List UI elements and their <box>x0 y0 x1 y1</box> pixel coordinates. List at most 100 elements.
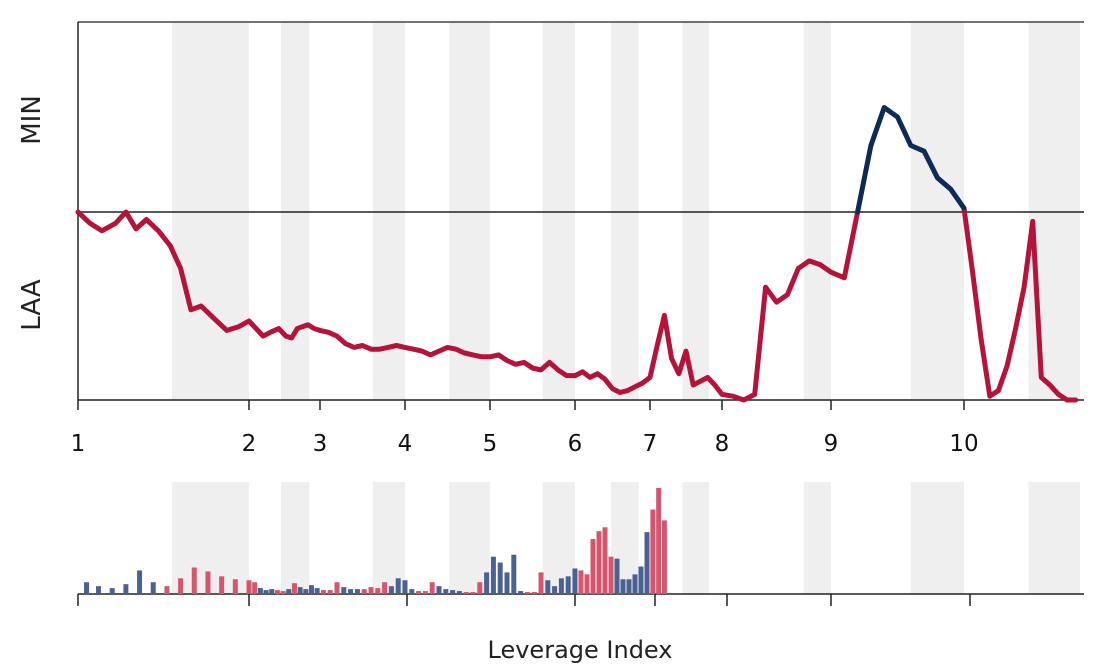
bar <box>286 589 292 594</box>
bar <box>463 592 469 594</box>
x-tick-label: 3 <box>313 431 328 457</box>
bar <box>470 592 476 594</box>
bar <box>429 582 435 594</box>
bar <box>578 570 584 594</box>
shaded-band-bottom <box>682 482 710 594</box>
shaded-band-bottom <box>910 482 964 594</box>
bar <box>545 580 551 594</box>
bar <box>504 572 510 594</box>
bar <box>443 589 449 594</box>
bar <box>638 566 644 594</box>
bar <box>96 586 102 594</box>
bar <box>584 574 590 594</box>
bar <box>291 583 297 594</box>
shaded-band-top <box>682 22 710 400</box>
axes: 1 2 3 4 5 6 7 8 9 10 <box>71 21 1084 606</box>
shaded-bands-top <box>172 22 1080 400</box>
x-tick-label: 4 <box>398 431 413 457</box>
bar <box>334 582 340 594</box>
line-segment-below <box>75 209 861 403</box>
bar <box>596 531 602 594</box>
shaded-band-bottom <box>372 482 405 594</box>
shaded-band-top <box>449 22 490 400</box>
bar <box>644 532 650 594</box>
shaded-band-top <box>542 22 575 400</box>
shaded-band-bottom <box>1028 482 1080 594</box>
bar <box>150 582 156 594</box>
bar <box>164 586 170 594</box>
bar <box>274 590 280 594</box>
bar <box>320 590 326 594</box>
bar <box>524 592 530 594</box>
bar <box>308 585 314 594</box>
shaded-band-top <box>910 22 964 400</box>
bar <box>650 509 656 594</box>
bar <box>314 588 320 594</box>
labels: MIN LAA Leverage Index <box>17 95 672 664</box>
bar <box>123 584 129 594</box>
x-tick-label: 10 <box>949 431 978 457</box>
bar <box>422 591 428 594</box>
x-axis-label: Leverage Index <box>488 636 673 664</box>
bar <box>450 590 456 594</box>
bar <box>409 589 415 594</box>
bar <box>602 527 608 594</box>
shaded-band-top <box>803 22 831 400</box>
bar <box>348 589 354 594</box>
bar <box>402 580 408 594</box>
bar <box>565 576 571 594</box>
bar <box>219 576 225 594</box>
bar <box>531 592 537 594</box>
bar <box>252 582 258 594</box>
bar <box>178 578 184 594</box>
bar <box>456 591 462 594</box>
x-tick-label: 9 <box>824 431 839 457</box>
x-tick-label: 6 <box>568 431 583 457</box>
bar <box>518 591 524 594</box>
bar <box>395 578 401 594</box>
bar <box>484 572 490 594</box>
bar <box>246 580 252 594</box>
shaded-band-top <box>611 22 639 400</box>
bar <box>620 579 626 594</box>
bar <box>416 591 422 594</box>
bar <box>388 586 394 594</box>
shaded-band-bottom <box>803 482 831 594</box>
bar <box>511 554 517 594</box>
shaded-bands-bottom <box>172 482 1080 594</box>
bar <box>297 587 303 594</box>
bar <box>590 539 596 594</box>
bar-series <box>84 487 667 594</box>
bar <box>361 589 367 594</box>
bar <box>572 568 578 594</box>
x-tick-label: 1 <box>71 431 86 457</box>
bar <box>303 589 309 594</box>
shaded-band-bottom <box>542 482 575 594</box>
bar <box>280 591 286 594</box>
shaded-band-bottom <box>449 482 490 594</box>
bar <box>368 587 374 594</box>
shaded-band-top <box>280 22 310 400</box>
bar <box>257 588 263 594</box>
bar <box>661 520 667 594</box>
bar <box>614 558 620 594</box>
bar <box>632 574 638 594</box>
bar <box>626 579 632 594</box>
bar <box>327 590 333 594</box>
line-segment-above <box>855 105 967 215</box>
bar <box>191 567 197 594</box>
line-segment-below <box>962 209 1079 403</box>
x-tick-label: 8 <box>715 431 730 457</box>
bar <box>263 590 269 594</box>
bar <box>538 572 544 594</box>
bar <box>490 556 496 594</box>
bar <box>552 586 558 594</box>
x-tick-label: 7 <box>643 431 658 457</box>
shaded-band-top <box>1028 22 1080 400</box>
bar <box>477 582 483 594</box>
x-tick-label: 5 <box>483 431 498 457</box>
bar <box>497 562 503 594</box>
bar <box>558 578 564 594</box>
